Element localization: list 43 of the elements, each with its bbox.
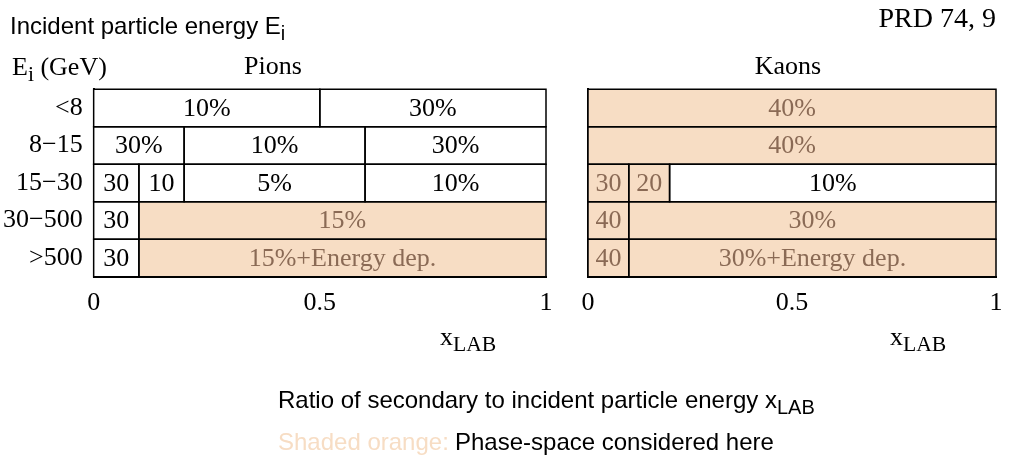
x-axis-title: x$_{LAB}$	[440, 322, 497, 358]
annotation: 5%	[257, 167, 292, 197]
chart-title: Kaons	[754, 51, 822, 81]
annotation: 40%	[768, 92, 816, 122]
text: Ratio of secondary to incident particle energy x$_{LAB}$	[278, 386, 815, 419]
annotation: 30%+Energy dep.	[718, 242, 907, 272]
annotation: 15%	[318, 205, 367, 235]
text: Phase-space considered here	[455, 428, 774, 456]
y-tick-label: <8	[54, 91, 83, 121]
text: Incident particle energy E$_{i}$	[10, 12, 286, 45]
annotation: 40%	[768, 130, 816, 160]
annotation: 10	[148, 167, 175, 197]
annotation: 30%	[409, 92, 457, 122]
y-tick-label: 15−30	[15, 166, 83, 196]
x-axis-title: x$_{LAB}$	[890, 322, 947, 358]
annotation: 20	[636, 167, 663, 197]
x-tick-label: 1	[539, 287, 553, 317]
annotation: 40	[595, 205, 622, 235]
annotation: 30%	[115, 130, 163, 160]
annotation: 10%	[808, 167, 857, 197]
x-tick-label: 0	[581, 287, 595, 317]
y-axis-title: E$_{i}$ (GeV)	[12, 52, 107, 88]
annotation: 40	[595, 242, 622, 272]
annotation: 30	[103, 242, 130, 272]
annotation: 30	[103, 167, 130, 197]
text: Shaded orange:	[278, 428, 449, 456]
annotation: 10%	[250, 130, 299, 160]
y-tick-label: 8−15	[28, 129, 83, 159]
annotation: 10%	[431, 167, 480, 197]
chart-title: Pions	[244, 51, 302, 81]
y-tick-label: 30−500	[2, 204, 83, 234]
annotation: 15%+Energy dep.	[248, 242, 437, 272]
y-tick-label: >500	[28, 241, 83, 271]
annotation: 30%	[431, 130, 480, 160]
x-tick-label: 0	[87, 287, 101, 317]
annotation: 30	[103, 205, 130, 235]
x-tick-label: 0.5	[775, 287, 809, 317]
x-tick-label: 1	[989, 287, 1003, 317]
annotation: 30%	[788, 205, 837, 235]
x-tick-label: 0.5	[303, 287, 337, 317]
annotation: 10%	[182, 92, 231, 122]
text: PRD 74, 9	[878, 2, 996, 34]
annotation: 30	[595, 167, 622, 197]
